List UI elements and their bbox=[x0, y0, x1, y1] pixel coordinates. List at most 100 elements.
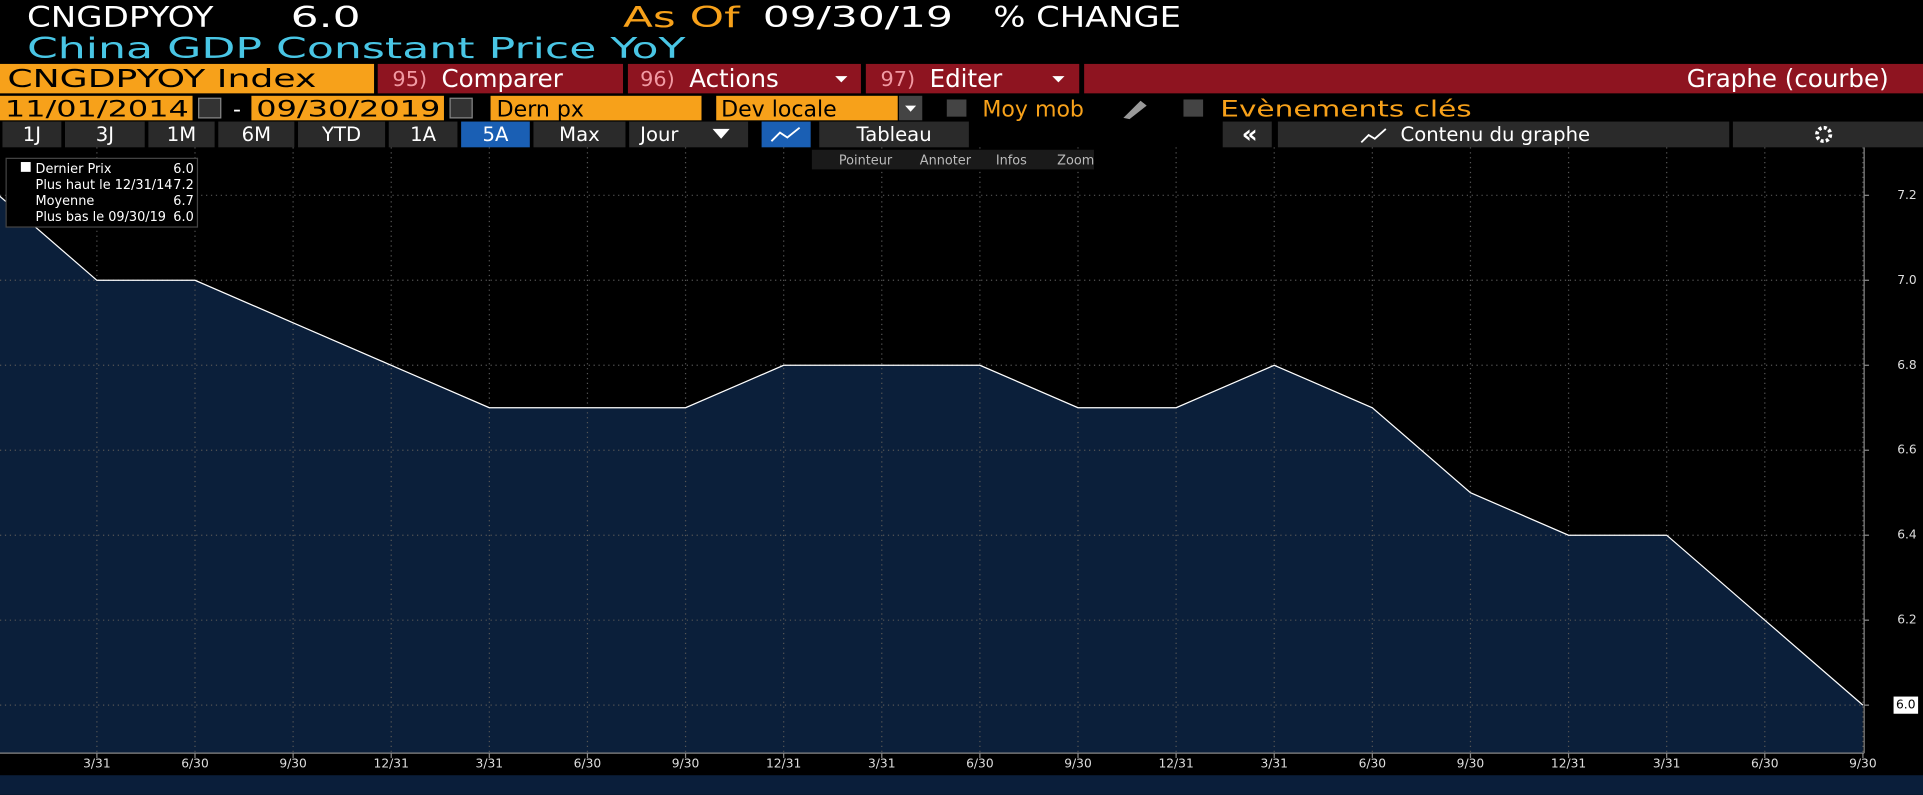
checkbox[interactable] bbox=[1183, 99, 1204, 117]
ticker: CNGDPYOY bbox=[27, 1, 214, 34]
legend-value: 6.0 bbox=[173, 162, 193, 177]
x-tick-label: 9/30 bbox=[1064, 757, 1092, 771]
x-tick-label: 6/30 bbox=[966, 757, 994, 771]
currency-field[interactable] bbox=[716, 95, 898, 121]
calendar-icon[interactable] bbox=[449, 97, 473, 119]
menu-button[interactable] bbox=[377, 63, 624, 94]
legend-box bbox=[5, 157, 199, 228]
dropdown-arrow bbox=[905, 105, 917, 112]
change-label: % CHANGE bbox=[993, 1, 1181, 34]
range-button[interactable] bbox=[298, 121, 386, 148]
legend-label: Plus bas le 09/30/19 bbox=[36, 210, 166, 225]
table: Tableau bbox=[855, 123, 931, 146]
content: Contenu du graphe bbox=[1401, 123, 1591, 146]
table-button[interactable] bbox=[819, 121, 969, 148]
end-date: 09/30/2019 bbox=[256, 98, 440, 123]
y-tick-label: 7.0 bbox=[1897, 273, 1916, 287]
range-button[interactable] bbox=[218, 121, 295, 148]
y-tick-label: 6.6 bbox=[1897, 443, 1917, 457]
value-label-box bbox=[1893, 696, 1919, 714]
x-tick-label: 12/31 bbox=[1158, 757, 1193, 771]
x-tick-label: 6/30 bbox=[574, 757, 602, 771]
pencil-icon[interactable] bbox=[1123, 100, 1147, 120]
date-field[interactable] bbox=[251, 95, 444, 121]
security: CNGDPYOY Index bbox=[7, 64, 316, 93]
x-tick-label: 6/30 bbox=[1751, 757, 1779, 771]
key-events: Evènements clés bbox=[1220, 98, 1471, 123]
line-icon bbox=[770, 126, 801, 142]
legend-label: Dernier Prix bbox=[36, 162, 112, 177]
x-tick-label: 6/30 bbox=[1359, 757, 1387, 771]
menu-button[interactable] bbox=[865, 63, 1080, 94]
date-field[interactable] bbox=[0, 95, 193, 121]
moving-average: Moy mob bbox=[982, 98, 1084, 123]
menu-number: 96) bbox=[640, 67, 675, 91]
x-tick-label: 9/30 bbox=[279, 757, 307, 771]
gear-icon bbox=[1815, 125, 1833, 144]
x-tick-label: 3/31 bbox=[868, 757, 896, 771]
menu-button[interactable] bbox=[627, 63, 861, 94]
line bbox=[0, 195, 1864, 706]
security-field[interactable] bbox=[0, 63, 375, 94]
tool[interactable]: Pointeur bbox=[839, 153, 893, 168]
y-tick-label: 6.8 bbox=[1897, 358, 1916, 372]
range-label: 1A bbox=[410, 123, 436, 146]
range-label: 1M bbox=[167, 123, 196, 146]
value-label: 6.0 bbox=[1896, 698, 1915, 712]
range-label: 6M bbox=[242, 123, 271, 146]
legend-value: 7.2 bbox=[173, 178, 193, 193]
range-label: 5A bbox=[483, 123, 509, 146]
range-button[interactable] bbox=[64, 121, 145, 148]
menu-label: Actions bbox=[689, 64, 779, 93]
legend-swatch bbox=[20, 162, 31, 172]
x-tick-label: 9/30 bbox=[1457, 757, 1485, 771]
menu-number: 97) bbox=[881, 67, 916, 91]
x-tick-label: 12/31 bbox=[766, 757, 801, 771]
price-type: Dern px bbox=[497, 98, 584, 123]
x-tick-label: 12/31 bbox=[1551, 757, 1586, 771]
collapse-button[interactable] bbox=[1222, 121, 1272, 148]
legend-value: 6.7 bbox=[173, 194, 193, 209]
x-tick-label: 6/30 bbox=[181, 757, 209, 771]
tool[interactable]: Infos bbox=[996, 153, 1027, 168]
period-button[interactable] bbox=[629, 121, 749, 148]
tool[interactable]: Zoom bbox=[1057, 153, 1094, 168]
settings-button[interactable] bbox=[1732, 121, 1923, 148]
range-button[interactable] bbox=[2, 121, 62, 148]
price-field[interactable] bbox=[490, 95, 702, 121]
tool[interactable]: Annoter bbox=[920, 153, 972, 168]
calendar-icon[interactable] bbox=[198, 97, 222, 119]
bottom-strip bbox=[0, 775, 1923, 795]
content-button[interactable] bbox=[1277, 121, 1730, 148]
menu-label: Editer bbox=[930, 64, 1004, 93]
x-tick-label: 9/30 bbox=[1849, 757, 1877, 771]
legend-label: Moyenne bbox=[36, 194, 95, 209]
y-tick-label: 6.2 bbox=[1897, 613, 1916, 627]
y-tick-label: 7.2 bbox=[1897, 188, 1916, 202]
last-price: 6.0 bbox=[291, 1, 361, 34]
view-label: Graphe (courbe) bbox=[1687, 64, 1889, 93]
x-tick-label: 3/31 bbox=[476, 757, 504, 771]
range-button[interactable] bbox=[388, 121, 458, 148]
content-icon bbox=[1360, 128, 1387, 144]
x-tick-label: 12/31 bbox=[374, 757, 409, 771]
range-buttons: 1J 3J 1M 6M YTD 1A 5A Max bbox=[2, 121, 626, 148]
x-tick-label: 3/31 bbox=[1260, 757, 1288, 771]
legend-label: Plus haut le 12/31/14 bbox=[36, 178, 173, 193]
dropdown-arrow bbox=[1052, 76, 1065, 83]
checkbox[interactable] bbox=[946, 99, 967, 117]
range-button[interactable] bbox=[461, 121, 530, 148]
chart-toolbar bbox=[811, 149, 1094, 170]
as-of-label: As Of bbox=[623, 1, 741, 34]
period: Jour bbox=[638, 123, 679, 146]
area bbox=[0, 196, 1863, 754]
line-chart-button[interactable] bbox=[761, 121, 811, 148]
chart: 6.0 6.2 6.4 6.6 6.8 7.0 7.2 3/31 6/30 9/30 12/31 3/… bbox=[0, 147, 1919, 771]
currency: Dev locale bbox=[721, 98, 837, 123]
menu-label: Comparer bbox=[442, 64, 564, 93]
x-tick-label: 9/30 bbox=[672, 757, 700, 771]
range-button[interactable] bbox=[533, 121, 626, 148]
range-button[interactable] bbox=[148, 121, 215, 148]
